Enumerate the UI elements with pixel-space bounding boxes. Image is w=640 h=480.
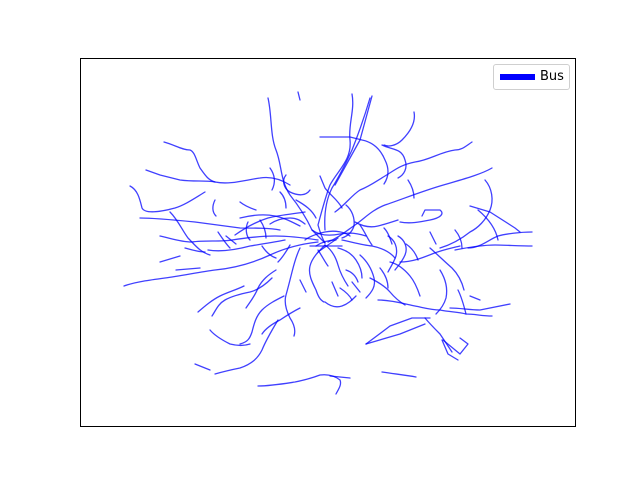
bus-route-37 [324,244,349,287]
bus-route-21 [159,235,319,243]
bus-route-97 [259,219,267,239]
bus-route-81 [159,255,181,263]
legend-swatch-bus [500,74,535,80]
bus-route-56 [442,337,469,355]
bus-route-7 [383,111,416,147]
bus-route-68 [194,363,211,371]
bus-route-25 [234,211,306,236]
bus-route-12 [469,205,521,233]
bus-route-80 [184,247,206,253]
bus-route-66 [261,307,301,335]
bus-route-53 [365,323,426,345]
bus-route-47 [435,269,448,315]
bus-route-71 [329,375,351,379]
bus-route-36 [394,235,407,271]
bus-route-44 [389,261,421,297]
bus-route-31 [341,204,355,239]
bus-route-4 [324,97,371,231]
bus-route-6 [319,136,389,185]
bus-route-30 [319,175,343,209]
bus-route-55 [424,317,453,353]
bus-route-23 [175,267,201,271]
bus-route-17 [145,169,291,186]
legend: Bus [493,64,570,90]
bus-route-41 [341,239,396,259]
bus-route-13 [477,209,499,241]
bus-route-20 [169,211,211,256]
bus-route-28 [283,174,311,196]
bus-route-51 [469,295,481,301]
bus-route-45 [399,245,461,263]
bus-route-79 [217,231,231,249]
bus-route-40 [337,247,363,279]
bus-route-89 [345,269,359,283]
bus-route-95 [279,191,287,209]
bus-route-46 [429,247,465,291]
bus-route-75 [317,237,339,253]
legend-label-bus: Bus [540,69,564,84]
bus-route-65 [239,295,285,345]
bus-route-16 [163,141,216,183]
bus-route-1 [267,97,326,244]
bus-route-87 [383,227,393,245]
bus-route-19 [139,217,281,231]
bus-route-29 [295,199,317,219]
bus-route-42 [359,254,376,299]
bus-route-3 [317,93,354,244]
bus-route-93 [454,229,463,249]
bus-route-57 [441,339,459,361]
bus-route-15 [454,244,533,251]
bus-route-18 [129,185,206,213]
bus-route-38 [308,244,326,303]
bus-route-64 [197,285,245,313]
bus-route-90 [351,281,361,293]
bus-route-77 [269,217,306,225]
bus-route-86 [405,243,419,261]
bus-route-43 [369,277,406,306]
bus-route-94 [407,179,415,199]
bus-route-22 [123,241,319,287]
bus-route-9 [334,141,473,213]
bus-route-34 [387,235,398,273]
bus-route-92 [299,279,307,293]
bus-route-50 [457,289,467,315]
bus-route-8 [381,144,407,179]
bus-route-84 [261,245,277,259]
bus-route-49 [449,303,511,311]
bus-route-26 [239,214,301,227]
bus-route-27 [269,167,276,191]
bus-route-73 [304,230,351,241]
bus-route-83 [225,235,237,245]
bus-route-54 [381,371,417,378]
bus-route-39 [317,249,329,267]
bus-route-60 [277,244,291,263]
bus-route-10 [327,167,493,243]
bus-route-61 [284,247,301,337]
bus-route-69 [209,329,251,347]
bus-route-78 [245,221,251,241]
bus-route-2 [297,91,301,101]
bus-route-82 [212,199,217,217]
bus-route-35 [399,209,443,224]
bus-routes [123,91,533,395]
bus-route-52 [365,317,431,345]
bus-route-63 [211,277,273,317]
bus-route-70 [257,374,342,395]
bus-route-59 [339,287,353,301]
bus-route-85 [379,267,389,289]
bus-route-32 [354,219,399,228]
bus-route-11 [439,179,493,249]
bus-route-88 [429,231,437,245]
bus-route-67 [214,319,279,375]
bus-route-62 [245,269,277,309]
bus-route-96 [239,201,257,211]
bus-route-24 [207,239,286,252]
bus-route-91 [331,281,339,297]
bus-route-48 [377,299,493,317]
